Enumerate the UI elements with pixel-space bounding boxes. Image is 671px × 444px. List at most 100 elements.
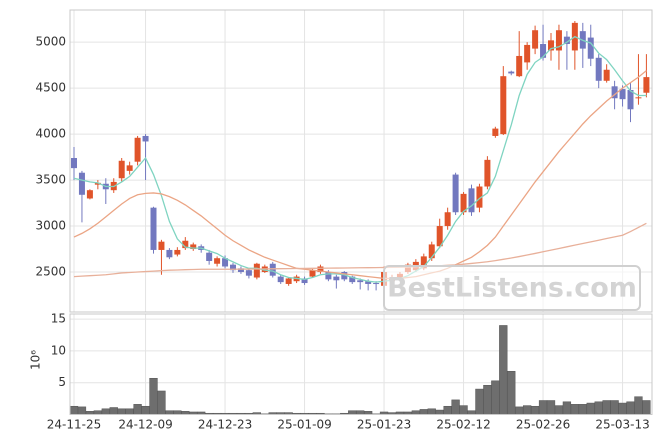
candle-body xyxy=(540,44,547,58)
candle-body xyxy=(277,276,284,283)
candle-body xyxy=(182,240,189,249)
volume-bar xyxy=(491,380,500,415)
candle-body xyxy=(555,30,562,51)
volume-bar xyxy=(467,410,476,415)
volume-bar xyxy=(618,402,627,415)
candle-body xyxy=(118,160,125,179)
volume-bar xyxy=(515,406,524,415)
candle-body xyxy=(516,55,523,77)
candle-body xyxy=(420,256,427,269)
candle-body xyxy=(126,165,133,171)
candle-body xyxy=(532,30,539,49)
candle-body xyxy=(468,188,475,213)
volume-bar xyxy=(602,400,611,415)
y-tick-label: 2500 xyxy=(35,265,66,279)
volume-bar xyxy=(443,405,452,415)
volume-bar xyxy=(93,410,102,415)
y-tick-label: 10 xyxy=(51,343,66,357)
volume-bar xyxy=(348,410,357,415)
candle-body xyxy=(428,244,435,259)
volume-bar xyxy=(117,408,126,415)
volume-bar xyxy=(626,401,635,415)
candle-body xyxy=(174,249,181,255)
candle-body xyxy=(142,135,149,142)
candle-body xyxy=(508,71,515,74)
volume-bar xyxy=(499,325,508,415)
candle-body xyxy=(619,89,626,100)
volume-bar xyxy=(411,410,421,415)
volume-bar xyxy=(435,409,444,415)
volume-bar xyxy=(125,408,134,415)
volume-bar xyxy=(101,408,110,415)
volume-bar xyxy=(77,406,87,415)
y-tick-label: 3000 xyxy=(35,219,66,233)
volume-bar xyxy=(173,410,182,415)
volume-bar xyxy=(165,410,174,415)
candle-body xyxy=(78,172,85,195)
volume-bar xyxy=(554,405,564,415)
volume-unit: 10⁶ xyxy=(29,350,43,370)
candle-body xyxy=(309,270,316,277)
candle-body xyxy=(611,86,618,99)
candle-body xyxy=(253,263,260,278)
x-tick-label: 25-01-09 xyxy=(277,418,331,432)
volume-bar xyxy=(570,404,580,415)
volume-bar xyxy=(69,405,79,415)
watermark-box xyxy=(383,265,641,311)
x-tick-label: 24-12-23 xyxy=(198,418,252,432)
y-tick-label: 3500 xyxy=(35,173,66,187)
candle-body xyxy=(627,89,634,110)
y-tick-label: 15 xyxy=(51,312,66,326)
candle-body xyxy=(444,212,451,227)
candle-body xyxy=(635,97,642,99)
candle-body xyxy=(365,281,372,284)
y-tick-label: 4500 xyxy=(35,81,66,95)
volume-bar xyxy=(586,402,595,415)
candle-body xyxy=(150,207,157,250)
candle-body xyxy=(230,264,236,271)
volume-bar xyxy=(642,400,651,415)
volume-bar xyxy=(459,405,468,415)
candle-body xyxy=(563,36,570,45)
candle-body xyxy=(492,128,499,136)
candle-body xyxy=(484,159,491,187)
volume-bar xyxy=(157,390,166,415)
volume-bar xyxy=(594,401,603,415)
volume-bar xyxy=(141,405,150,415)
y-tick-label: 5000 xyxy=(35,35,66,49)
volume-bar xyxy=(546,400,556,415)
candle-body xyxy=(317,266,324,273)
volume-bar xyxy=(419,409,428,415)
x-tick-label: 25-02-12 xyxy=(436,418,490,432)
volume-bar xyxy=(109,407,118,415)
candle-body xyxy=(587,37,594,59)
watermark: BestListens.com xyxy=(387,273,637,304)
volume-bar xyxy=(427,408,436,415)
candle-body xyxy=(86,190,93,199)
price-frame xyxy=(69,9,653,313)
candle-body xyxy=(603,69,610,81)
volume-bar xyxy=(483,384,492,415)
volume-bar xyxy=(562,401,572,415)
volume-frame xyxy=(69,313,653,415)
volume-bar xyxy=(634,396,643,415)
x-tick-label: 24-12-09 xyxy=(118,418,172,432)
candle-body xyxy=(158,241,165,250)
moving-average xyxy=(73,35,647,283)
volume-bar xyxy=(610,400,619,415)
y-tick-label: 4000 xyxy=(35,127,66,141)
candle-body xyxy=(341,272,348,280)
candle-body xyxy=(237,268,244,273)
candle-body xyxy=(245,270,252,276)
moving-average xyxy=(73,70,647,280)
candle-body xyxy=(166,249,173,258)
volume-bar xyxy=(356,410,365,415)
candle-body xyxy=(285,278,292,284)
volume-bar xyxy=(451,399,460,415)
volume-bar xyxy=(523,405,532,415)
volume-bar xyxy=(149,377,158,415)
candle-body xyxy=(524,44,531,63)
candle-body xyxy=(190,244,197,250)
